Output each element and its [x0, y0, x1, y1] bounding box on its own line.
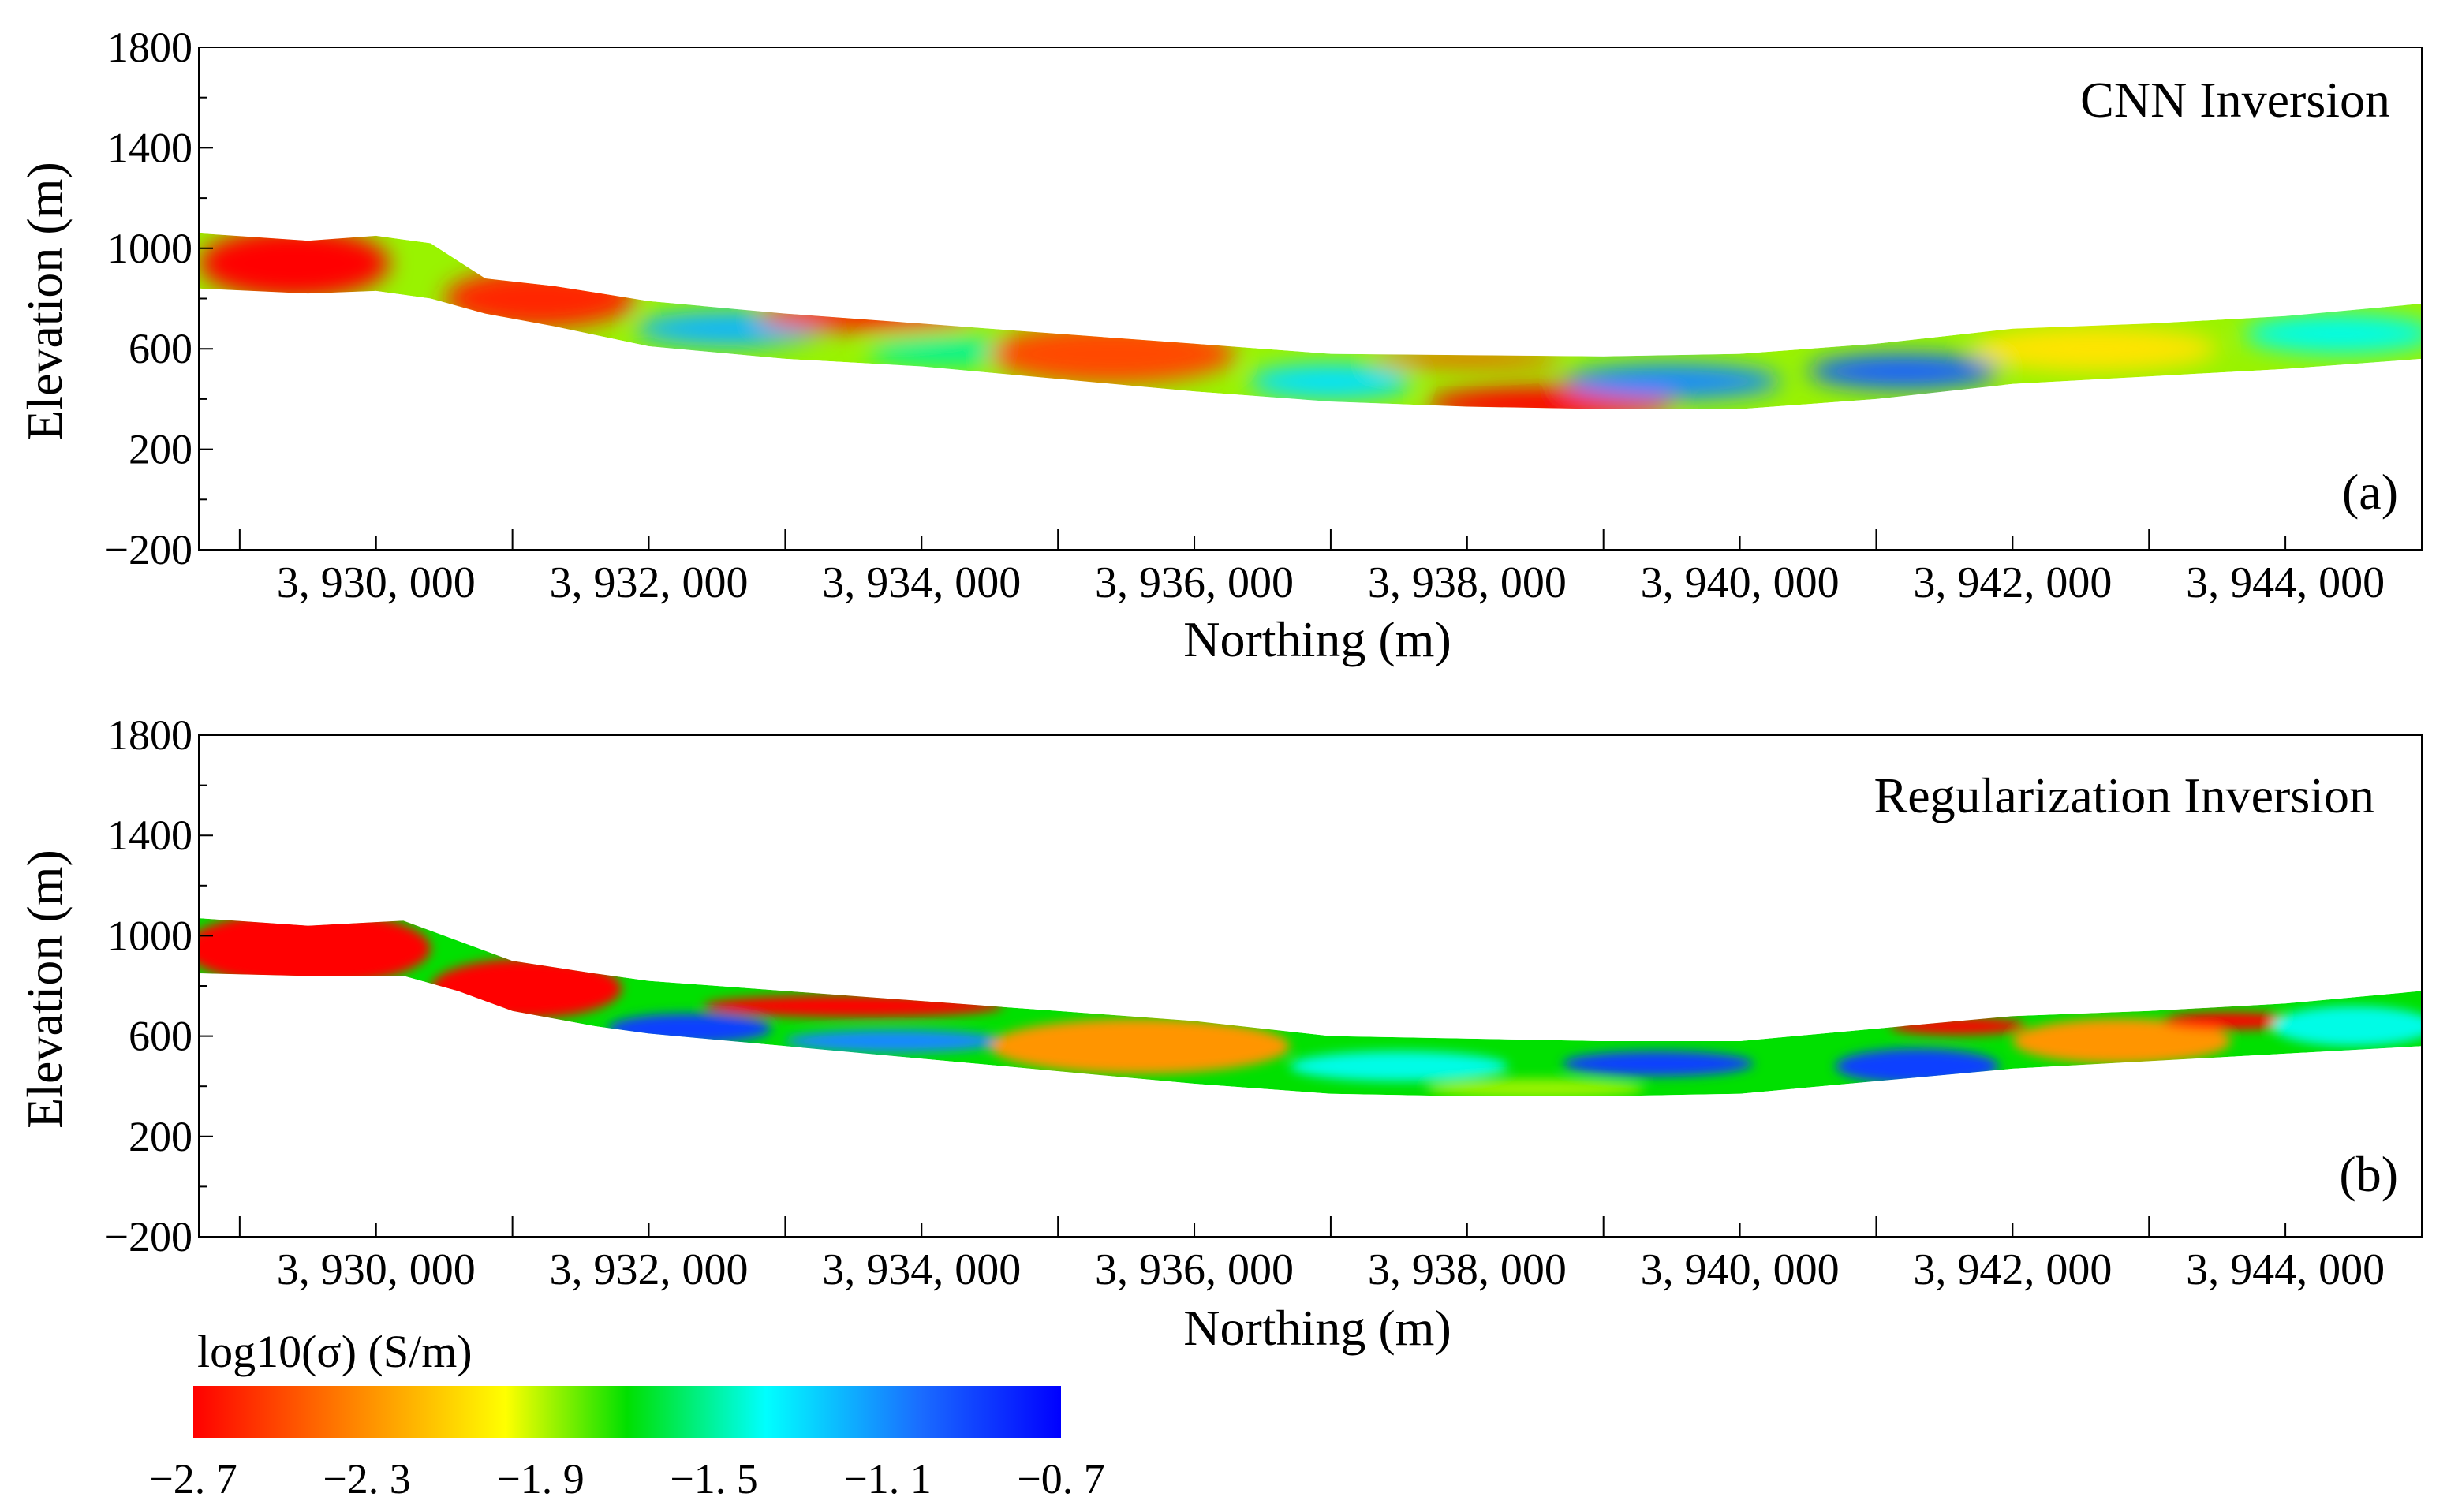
b-anomaly-2	[607, 1013, 772, 1044]
b-xtick-label: 3, 930, 000	[277, 1245, 476, 1294]
b-ytick-label: 1000	[107, 912, 192, 959]
a-anomaly-12	[2244, 313, 2422, 354]
b-anomaly-1	[430, 958, 622, 1019]
b-anomaly-0	[199, 918, 431, 987]
b-x-ticks: 3, 930, 000 3, 932, 000 3, 934, 000 3, 936,…	[238, 1216, 2423, 1294]
a-ytick-label: 1400	[107, 124, 192, 171]
a-ytick-label: 200	[129, 426, 192, 473]
panel-a: 3, 930, 000 3, 932, 000 3, 934, 000 3, 936,…	[17, 24, 2423, 667]
a-anomaly-11	[1971, 326, 2217, 371]
b-xlabel: Northing (m)	[1183, 1300, 1451, 1356]
a-panel-label: (a)	[2342, 464, 2398, 520]
b-xtick-label: 3, 936, 000	[1095, 1245, 1294, 1294]
b-xtick-label: 3, 932, 000	[550, 1245, 749, 1294]
a-anomaly-6	[1249, 364, 1413, 399]
colorbar-bar	[193, 1386, 1061, 1438]
b-anomaly-11	[2012, 1018, 2231, 1064]
colorbar-tick-label: −1. 5	[670, 1455, 757, 1503]
colorbar-label: log10(σ) (S/m)	[197, 1326, 473, 1377]
b-ytick-label: −200	[105, 1213, 192, 1260]
a-ytick-label: 1800	[107, 24, 192, 71]
a-xtick-label: 3, 938, 000	[1368, 558, 1567, 607]
b-anomaly-9	[1835, 1048, 2000, 1085]
b-ytick-label: 1400	[107, 812, 192, 859]
a-xtick-label: 3, 940, 000	[1641, 558, 1840, 607]
a-anomaly-5	[989, 323, 1235, 384]
a-xtick-label: 3, 936, 000	[1095, 558, 1294, 607]
b-section-base	[199, 918, 2422, 1096]
b-xtick-label: 3, 934, 000	[822, 1245, 1021, 1294]
b-ylabel: Elevation (m)	[17, 849, 73, 1129]
a-section-content	[199, 233, 2422, 409]
a-xtick-label: 3, 944, 000	[2186, 558, 2385, 607]
colorbar-tick-label: −2. 7	[149, 1455, 237, 1503]
b-section-content	[199, 918, 2422, 1096]
colorbar-tick-label: −1. 9	[496, 1455, 584, 1503]
b-xtick-label: 3, 940, 000	[1641, 1245, 1840, 1294]
a-xtick-label: 3, 932, 000	[550, 558, 749, 607]
a-x-ticks: 3, 930, 000 3, 932, 000 3, 934, 000 3, 936,…	[238, 529, 2423, 607]
b-xtick-label: 3, 938, 000	[1368, 1245, 1567, 1294]
a-anomaly-1	[444, 268, 636, 329]
a-anomaly-0	[199, 233, 390, 299]
b-title: Regularization Inversion	[1874, 767, 2374, 823]
b-anomaly-6	[1290, 1051, 1508, 1081]
b-y-ticks: −200 200 600 1000 1400 1800	[105, 711, 213, 1260]
colorbar-ticks: −2. 7 −2. 3 −1. 9 −1. 5 −1. 1 −0. 7	[149, 1455, 1104, 1503]
b-anomaly-4	[785, 1029, 1004, 1053]
b-anomaly-5	[989, 1018, 1291, 1074]
a-anomaly-4	[867, 336, 1031, 367]
b-anomaly-12	[2162, 1012, 2299, 1030]
colorbar-tick-label: −1. 1	[843, 1455, 931, 1503]
a-xtick-label: 3, 930, 000	[277, 558, 476, 607]
b-panel-label: (b)	[2339, 1146, 2398, 1202]
b-anomaly-7	[1425, 1078, 1645, 1096]
a-y-ticks: −200 200 600 1000 1400 1800	[105, 24, 213, 573]
a-anomaly-9	[1562, 364, 1781, 399]
a-anomaly-7	[1371, 351, 1563, 367]
b-ytick-label: 200	[129, 1113, 192, 1160]
b-xtick-label: 3, 942, 000	[1913, 1245, 2112, 1294]
a-anomaly-3	[757, 301, 977, 331]
a-ytick-label: 600	[129, 325, 192, 372]
colorbar-tick-label: −2. 3	[323, 1455, 410, 1503]
b-ytick-label: 1800	[107, 711, 192, 759]
b-anomaly-10	[1889, 1017, 2027, 1036]
a-xlabel: Northing (m)	[1183, 611, 1451, 667]
b-xtick-label: 3, 944, 000	[2186, 1245, 2385, 1294]
a-xtick-label: 3, 942, 000	[1913, 558, 2112, 607]
b-anomaly-13	[2271, 1006, 2422, 1047]
b-anomaly-3	[703, 995, 1004, 1017]
a-anomalies	[199, 233, 2422, 409]
b-ytick-label: 600	[129, 1013, 192, 1060]
a-title: CNN Inversion	[2080, 72, 2390, 128]
panel-b: 3, 930, 000 3, 932, 000 3, 934, 000 3, 936,…	[17, 711, 2423, 1356]
colorbar-tick-label: −0. 7	[1017, 1455, 1104, 1503]
a-ytick-label: −200	[105, 526, 192, 573]
a-ylabel: Elevation (m)	[17, 162, 73, 441]
a-ytick-label: 1000	[107, 225, 192, 272]
b-anomaly-8	[1562, 1051, 1754, 1077]
b-anomalies	[199, 918, 2422, 1096]
a-xtick-label: 3, 934, 000	[822, 558, 1021, 607]
colorbar: log10(σ) (S/m) −2. 7 −2. 3 −1. 9 −1. 5 −1. 1…	[149, 1326, 1104, 1503]
a-anomaly-10	[1808, 353, 2000, 390]
